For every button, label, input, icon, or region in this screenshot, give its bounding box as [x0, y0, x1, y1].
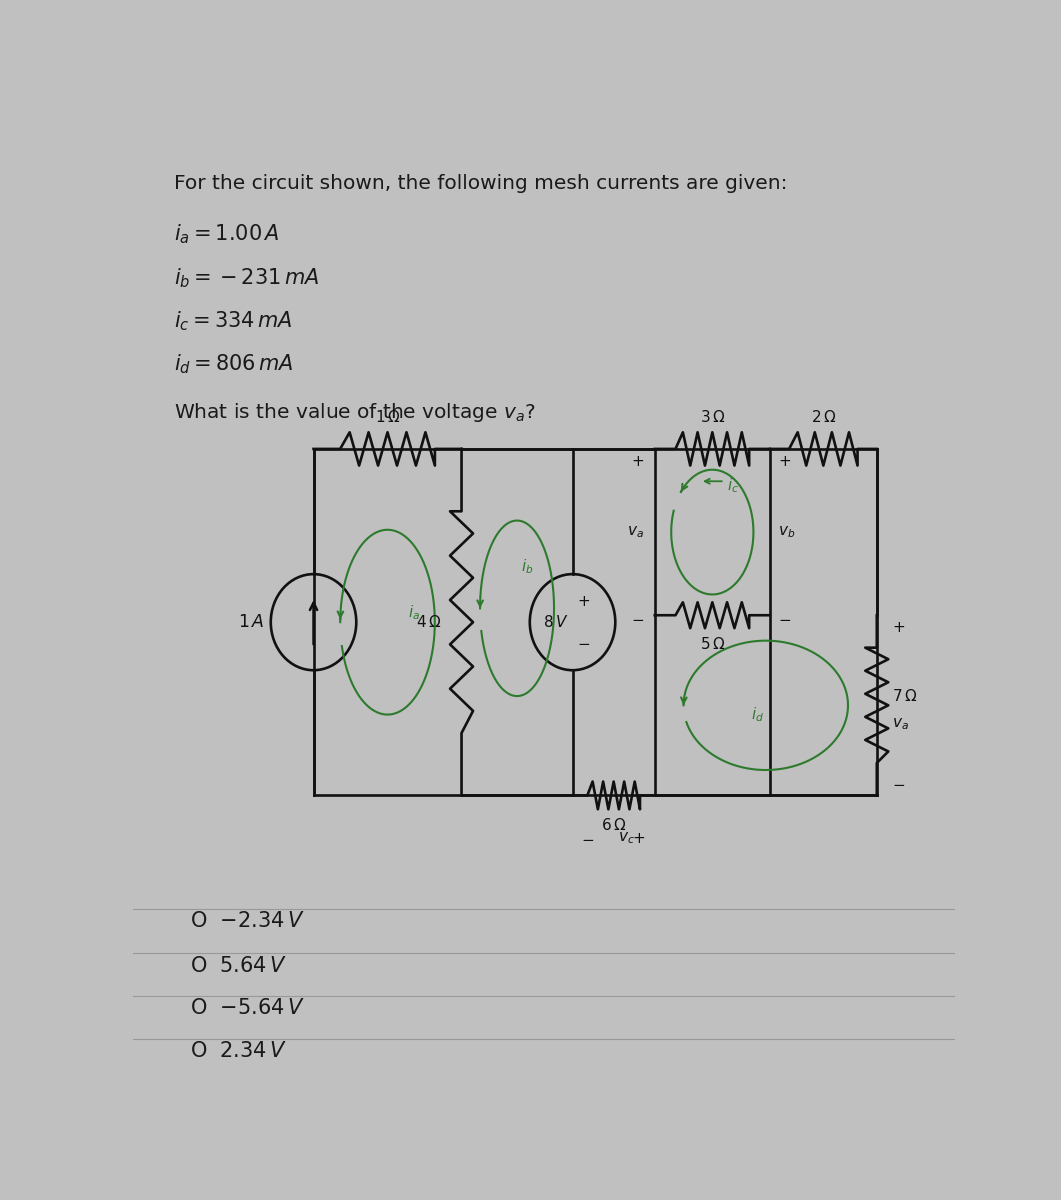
Text: $i_c = 334\,mA$: $i_c = 334\,mA$	[174, 310, 292, 332]
Text: $+$: $+$	[631, 830, 645, 846]
Text: $i_b = -231\,mA$: $i_b = -231\,mA$	[174, 266, 319, 289]
Text: O  $-5.64\,V$: O $-5.64\,V$	[190, 998, 305, 1018]
Text: $-$: $-$	[631, 611, 644, 625]
Text: $+$: $+$	[577, 594, 590, 610]
Text: $i_c$: $i_c$	[727, 476, 738, 496]
Text: $8\,V$: $8\,V$	[543, 614, 569, 630]
Text: $6\,\Omega$: $6\,\Omega$	[601, 817, 626, 833]
Text: $+$: $+$	[778, 454, 792, 468]
Text: O  $-2.34\,V$: O $-2.34\,V$	[190, 911, 305, 931]
Text: $v_c$: $v_c$	[618, 830, 634, 846]
Text: $1\,\Omega$: $1\,\Omega$	[375, 409, 400, 425]
Text: For the circuit shown, the following mesh currents are given:: For the circuit shown, the following mes…	[174, 174, 787, 192]
Text: $-$: $-$	[577, 635, 590, 650]
Text: $i_d$: $i_d$	[751, 706, 764, 724]
Text: $3\,\Omega$: $3\,\Omega$	[699, 409, 725, 425]
Text: $+$: $+$	[891, 620, 905, 635]
Text: $v_b$: $v_b$	[778, 524, 796, 540]
Text: $5\,\Omega$: $5\,\Omega$	[699, 636, 725, 652]
Text: $+$: $+$	[631, 454, 644, 468]
Text: O  $5.64\,V$: O $5.64\,V$	[190, 955, 288, 976]
Text: $-$: $-$	[778, 611, 792, 625]
Text: $v_a$: $v_a$	[891, 716, 908, 732]
Text: $1\,A$: $1\,A$	[238, 613, 264, 631]
Text: $7\,\Omega$: $7\,\Omega$	[891, 688, 917, 704]
Text: $4\,\Omega$: $4\,\Omega$	[416, 614, 441, 630]
Text: $i_b$: $i_b$	[521, 557, 534, 576]
Text: $-$: $-$	[891, 776, 905, 791]
Text: $i_a = 1.00\,A$: $i_a = 1.00\,A$	[174, 222, 279, 246]
Text: $2\,\Omega$: $2\,\Omega$	[811, 409, 836, 425]
Text: O  $2.34\,V$: O $2.34\,V$	[190, 1040, 288, 1061]
Text: What is the value of the voltage $v_a$?: What is the value of the voltage $v_a$?	[174, 401, 536, 424]
Text: $i_d = 806\,mA$: $i_d = 806\,mA$	[174, 353, 294, 377]
Text: $v_a$: $v_a$	[627, 524, 644, 540]
Text: $i_a$: $i_a$	[408, 604, 420, 623]
Text: $-$: $-$	[580, 830, 594, 846]
